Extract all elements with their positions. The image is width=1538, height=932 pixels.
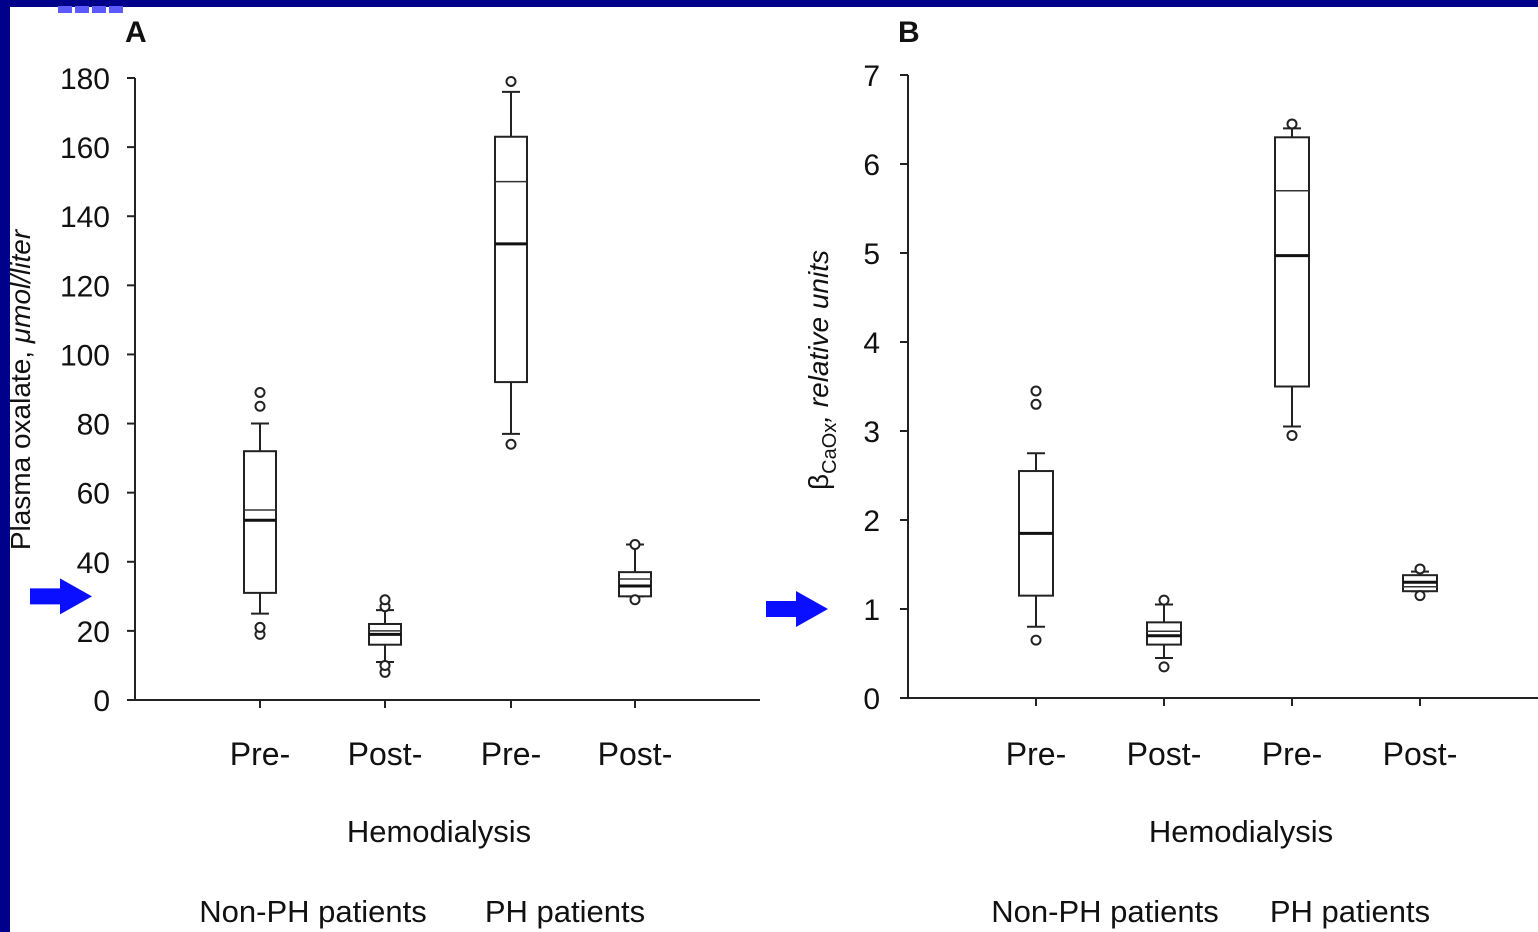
box-plot-1 xyxy=(1018,385,1054,646)
outlier-point xyxy=(505,75,517,87)
y-tick-label: 4 xyxy=(863,327,880,360)
y-tick-label: 100 xyxy=(60,339,110,372)
x-axis-label: Hemodialysis xyxy=(1149,814,1333,849)
x-category-label: Pre- xyxy=(1006,736,1066,772)
x-category-label: Post- xyxy=(1127,736,1202,772)
y-tick-label: 2 xyxy=(863,505,880,538)
blue-arrow-marker xyxy=(766,591,828,627)
box-plot-2 xyxy=(368,594,402,678)
iqr-box xyxy=(618,571,652,598)
outlier-point xyxy=(1158,594,1170,606)
y-tick-label: 40 xyxy=(77,547,110,580)
outlier-point xyxy=(1414,590,1426,602)
outlier-point xyxy=(379,659,391,671)
box-plot-1 xyxy=(243,386,277,640)
y-axis-label: Plasma oxalate, μmol/liter xyxy=(5,228,36,550)
group-label: PH patients xyxy=(485,894,645,929)
iqr-box xyxy=(243,450,277,594)
y-tick-label: 160 xyxy=(60,132,110,165)
outlier-point xyxy=(1414,563,1426,575)
box-plot-4 xyxy=(618,539,652,606)
outlier-point xyxy=(1030,385,1042,397)
y-tick-label: 5 xyxy=(863,238,880,271)
box-plot-3 xyxy=(494,75,528,450)
y-tick-label: 0 xyxy=(93,685,110,718)
group-label: Non-PH patients xyxy=(991,894,1218,929)
outlier-point xyxy=(254,400,266,412)
y-tick-label: 180 xyxy=(60,63,110,96)
outlier-point xyxy=(1030,398,1042,410)
outlier-point xyxy=(1286,429,1298,441)
y-tick-label: 1 xyxy=(863,594,880,627)
x-category-label: Pre- xyxy=(230,736,290,772)
blue-arrow-marker xyxy=(30,578,92,615)
box-plot-4 xyxy=(1402,563,1438,602)
y-tick-label: 0 xyxy=(863,683,880,716)
chart-panel-b: B 0 1 2 3 4 5 6 7 βCaOx, relative units Pre- Post- P… xyxy=(766,16,1538,929)
x-category-label: Post- xyxy=(348,736,423,772)
outlier-point xyxy=(1286,118,1298,130)
y-tick-label: 20 xyxy=(77,616,110,649)
iqr-box xyxy=(1274,136,1310,388)
x-category-label: Pre- xyxy=(481,736,541,772)
outlier-point xyxy=(1030,634,1042,646)
panel-letter: B xyxy=(898,16,920,49)
slide-decoration xyxy=(58,0,138,13)
outlier-point xyxy=(379,594,391,606)
x-category-label: Pre- xyxy=(1262,736,1322,772)
y-tick-label: 120 xyxy=(60,270,110,303)
outlier-point xyxy=(629,594,641,606)
box-plot-2 xyxy=(1146,594,1182,673)
iqr-box xyxy=(1146,621,1182,646)
outlier-point xyxy=(1158,661,1170,673)
panel-letter: A xyxy=(125,16,147,49)
iqr-box xyxy=(494,135,528,384)
outlier-point xyxy=(629,539,641,550)
group-label: Non-PH patients xyxy=(199,894,426,929)
x-category-label: Post- xyxy=(1383,736,1458,772)
group-label: PH patients xyxy=(1270,894,1430,929)
box-plot-3 xyxy=(1274,118,1310,441)
y-tick-label: 7 xyxy=(863,60,880,93)
outlier-point xyxy=(254,386,266,398)
y-tick-label: 60 xyxy=(77,478,110,511)
outlier-point xyxy=(254,621,266,633)
x-axis-label: Hemodialysis xyxy=(347,814,531,849)
y-tick-label: 80 xyxy=(77,409,110,442)
chart-panel-a: A 0 20 40 60 80 100 120 140 160 180 Plasma oxalate,… xyxy=(5,16,760,929)
y-tick-label: 3 xyxy=(863,416,880,449)
y-tick-label: 140 xyxy=(60,201,110,234)
y-tick-label: 6 xyxy=(863,149,880,182)
x-category-label: Post- xyxy=(598,736,673,772)
y-axis-label: βCaOx, relative units xyxy=(803,250,841,490)
outlier-point xyxy=(505,438,517,450)
